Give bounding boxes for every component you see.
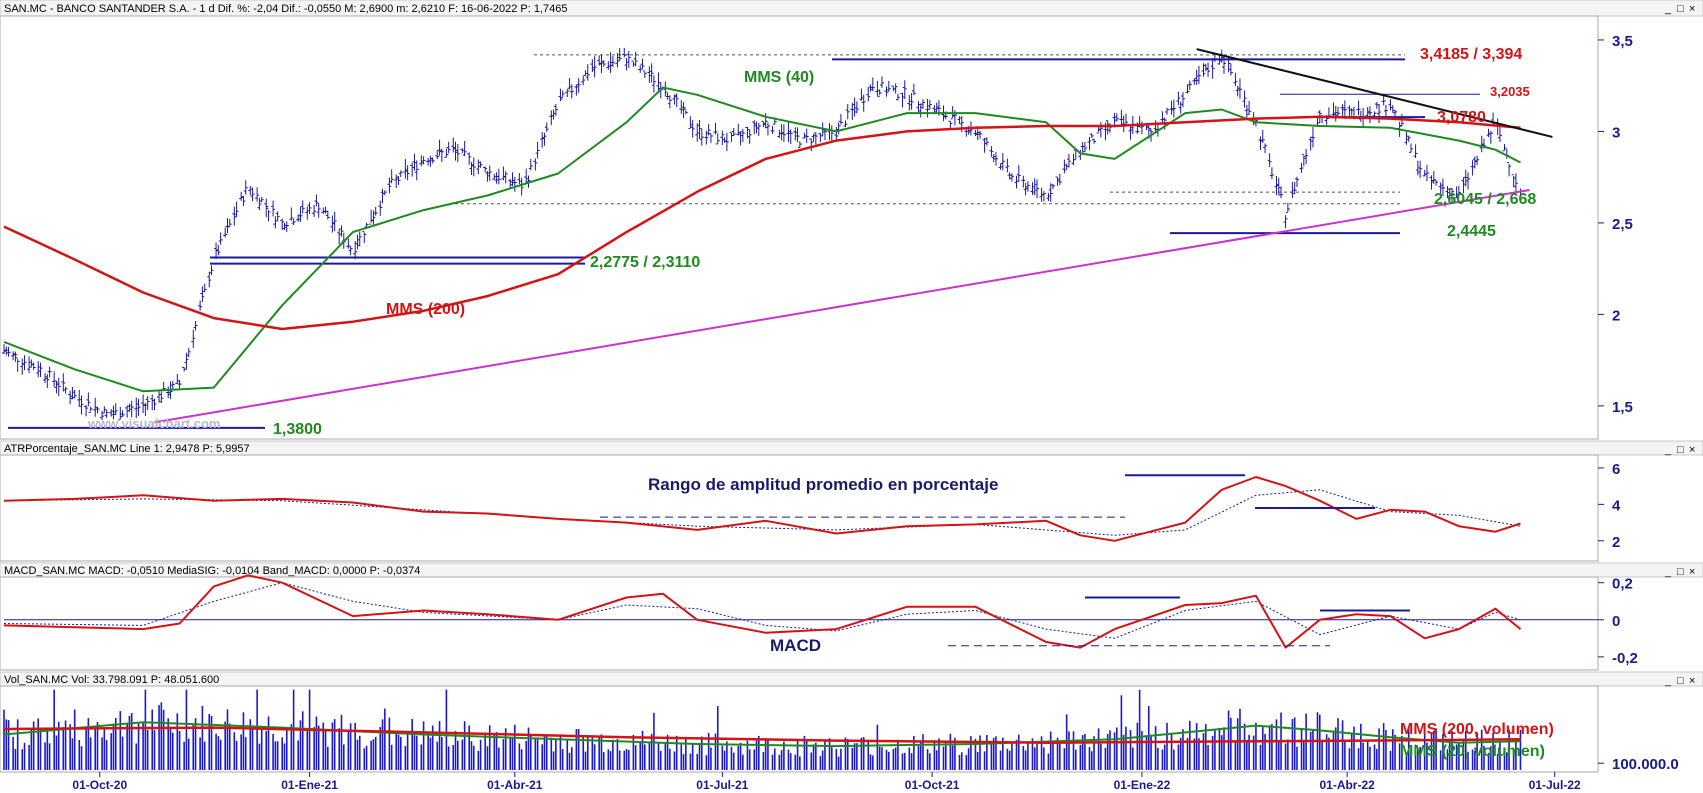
annotation-4: 3,0780 xyxy=(1437,109,1486,126)
atr-annotations: Rango de amplitud promedio en porcentaje xyxy=(600,474,1375,518)
atr-y-ticks: 6 4 2 xyxy=(1598,461,1621,551)
macd-header-text: MACD_SAN.MC MACD: -0,0510 MediaSIG: -0,0… xyxy=(4,565,420,577)
macd-panel: MACD_SAN.MC MACD: -0,0510 MediaSIG: -0,0… xyxy=(0,562,1703,671)
volume-panel: Vol_SAN.MC Vol: 33.798.091 P: 48.051.600… xyxy=(0,671,1703,773)
macd-y-tick-label-2: -0,2 xyxy=(1612,650,1638,667)
vol-mms-20-label: MMS (20, volumen) xyxy=(1400,743,1545,760)
window-button-2-2[interactable]: × xyxy=(1689,566,1695,578)
atr-y-tick-label-1: 4 xyxy=(1612,497,1621,514)
price-y-ticks: 3,5 3 2,5 2 1,5 xyxy=(1598,33,1633,416)
price-header-text: SAN.MC - BANCO SANTANDER S.A. - 1 d Dif.… xyxy=(4,3,567,15)
price-y-tick-label-4: 1,5 xyxy=(1612,399,1633,416)
atr-y-tick-label-2: 2 xyxy=(1612,534,1620,551)
atr-series xyxy=(3,476,1521,542)
vol-y-tick-label-0: 100.000.0 xyxy=(1612,756,1679,773)
window-button-1-1[interactable]: □ xyxy=(1677,444,1684,456)
macd-line xyxy=(3,574,1522,649)
macd-signal-line xyxy=(3,582,1521,639)
annotation-5: 2,6045 / 2,668 xyxy=(1434,191,1536,208)
mms-200-line xyxy=(3,115,1521,331)
x-axis: 01-Oct-20 01-Ene-21 01-Abr-21 01-Jul-21 01-O… xyxy=(72,772,1581,792)
volume-annotations: MMS (200, volumen) MMS (20, volumen) xyxy=(1400,721,1554,760)
window-button-0-0[interactable]: _ xyxy=(1664,3,1672,15)
x-tick-label-4: 01-Oct-21 xyxy=(905,778,960,792)
vol-mms-200-label: MMS (200, volumen) xyxy=(1400,721,1554,738)
x-tick-label-0: 01-Oct-20 xyxy=(72,778,127,792)
mms-40-line xyxy=(3,86,1521,393)
watermark: www.visualchart.com xyxy=(87,416,220,431)
window-button-0-2[interactable]: × xyxy=(1689,3,1695,15)
atr-header-text: ATRPorcentaje_SAN.MC Line 1: 2,9478 P: 5… xyxy=(4,443,250,455)
window-button-3-2[interactable]: × xyxy=(1689,675,1695,687)
vol-mms-200-line xyxy=(3,726,1521,744)
window-button-2-0[interactable]: _ xyxy=(1664,566,1672,578)
window-button-0-1[interactable]: □ xyxy=(1677,3,1684,15)
annotation-2: 3,4185 / 3,394 xyxy=(1420,46,1522,63)
panel-window-buttons[interactable]: _ □ × _ □ × _ □ × _ □ × xyxy=(1664,3,1695,687)
price-y-tick-label-2: 2,5 xyxy=(1612,216,1633,233)
macd-y-tick-label-1: 0 xyxy=(1612,613,1620,630)
x-tick-label-5: 01-Ene-22 xyxy=(1114,778,1171,792)
annotation-7: 2,2775 / 2,3110 xyxy=(590,254,700,271)
price-y-tick-label-1: 3 xyxy=(1612,124,1620,141)
atr-y-tick-label-0: 6 xyxy=(1612,461,1620,478)
macd-y-tick-label-0: 0,2 xyxy=(1612,576,1633,593)
macd-series xyxy=(3,574,1598,649)
price-panel: SAN.MC - BANCO SANTANDER S.A. - 1 d Dif.… xyxy=(0,0,1703,440)
trendline-0 xyxy=(154,189,1530,424)
price-plot-area xyxy=(0,15,1599,440)
macd-plot-area xyxy=(0,576,1599,671)
annotation-8: 1,3800 xyxy=(273,421,322,438)
volume-header-text: Vol_SAN.MC Vol: 33.798.091 P: 48.051.600 xyxy=(4,674,219,686)
annotation-1: MMS (200) xyxy=(386,301,465,318)
atr-title: Rango de amplitud promedio en porcentaje xyxy=(648,475,998,494)
trendline-1 xyxy=(1196,48,1553,138)
x-tick-label-2: 01-Abr-21 xyxy=(487,778,543,792)
annotation-3: 3,2035 xyxy=(1490,84,1530,99)
volume-series xyxy=(3,721,1521,748)
x-tick-label-6: 01-Abr-22 xyxy=(1319,778,1375,792)
atr-line xyxy=(3,476,1521,542)
macd-y-ticks: 0,2 0 -0,2 xyxy=(1598,576,1638,667)
atr-header-bar xyxy=(0,440,1703,456)
x-tick-label-1: 01-Ene-21 xyxy=(281,778,338,792)
atr-panel: ATRPorcentaje_SAN.MC Line 1: 2,9478 P: 5… xyxy=(0,440,1703,562)
price-series xyxy=(2,47,1553,424)
volume-y-ticks: 100.000.0 xyxy=(1598,756,1679,773)
window-button-3-0[interactable]: _ xyxy=(1664,675,1672,687)
macd-title: MACD xyxy=(770,636,821,655)
x-tick-label-7: 01-Jul-22 xyxy=(1529,778,1581,792)
x-tick-label-3: 01-Jul-21 xyxy=(696,778,748,792)
window-button-1-0[interactable]: _ xyxy=(1664,444,1672,456)
window-button-2-1[interactable]: □ xyxy=(1677,566,1684,578)
price-levels xyxy=(8,54,1480,429)
window-button-3-1[interactable]: □ xyxy=(1677,675,1684,687)
volume-header-bar xyxy=(0,671,1703,687)
window-button-1-2[interactable]: × xyxy=(1689,444,1695,456)
price-y-tick-label-0: 3,5 xyxy=(1612,33,1633,50)
annotation-0: MMS (40) xyxy=(744,69,814,86)
annotation-6: 2,4445 xyxy=(1447,223,1496,240)
macd-annotations: MACD xyxy=(770,596,1410,655)
price-y-tick-label-3: 2 xyxy=(1612,307,1620,324)
price-annotations: MMS (40) MMS (200) 3,4185 / 3,394 3,2035 3,0… xyxy=(273,46,1536,438)
